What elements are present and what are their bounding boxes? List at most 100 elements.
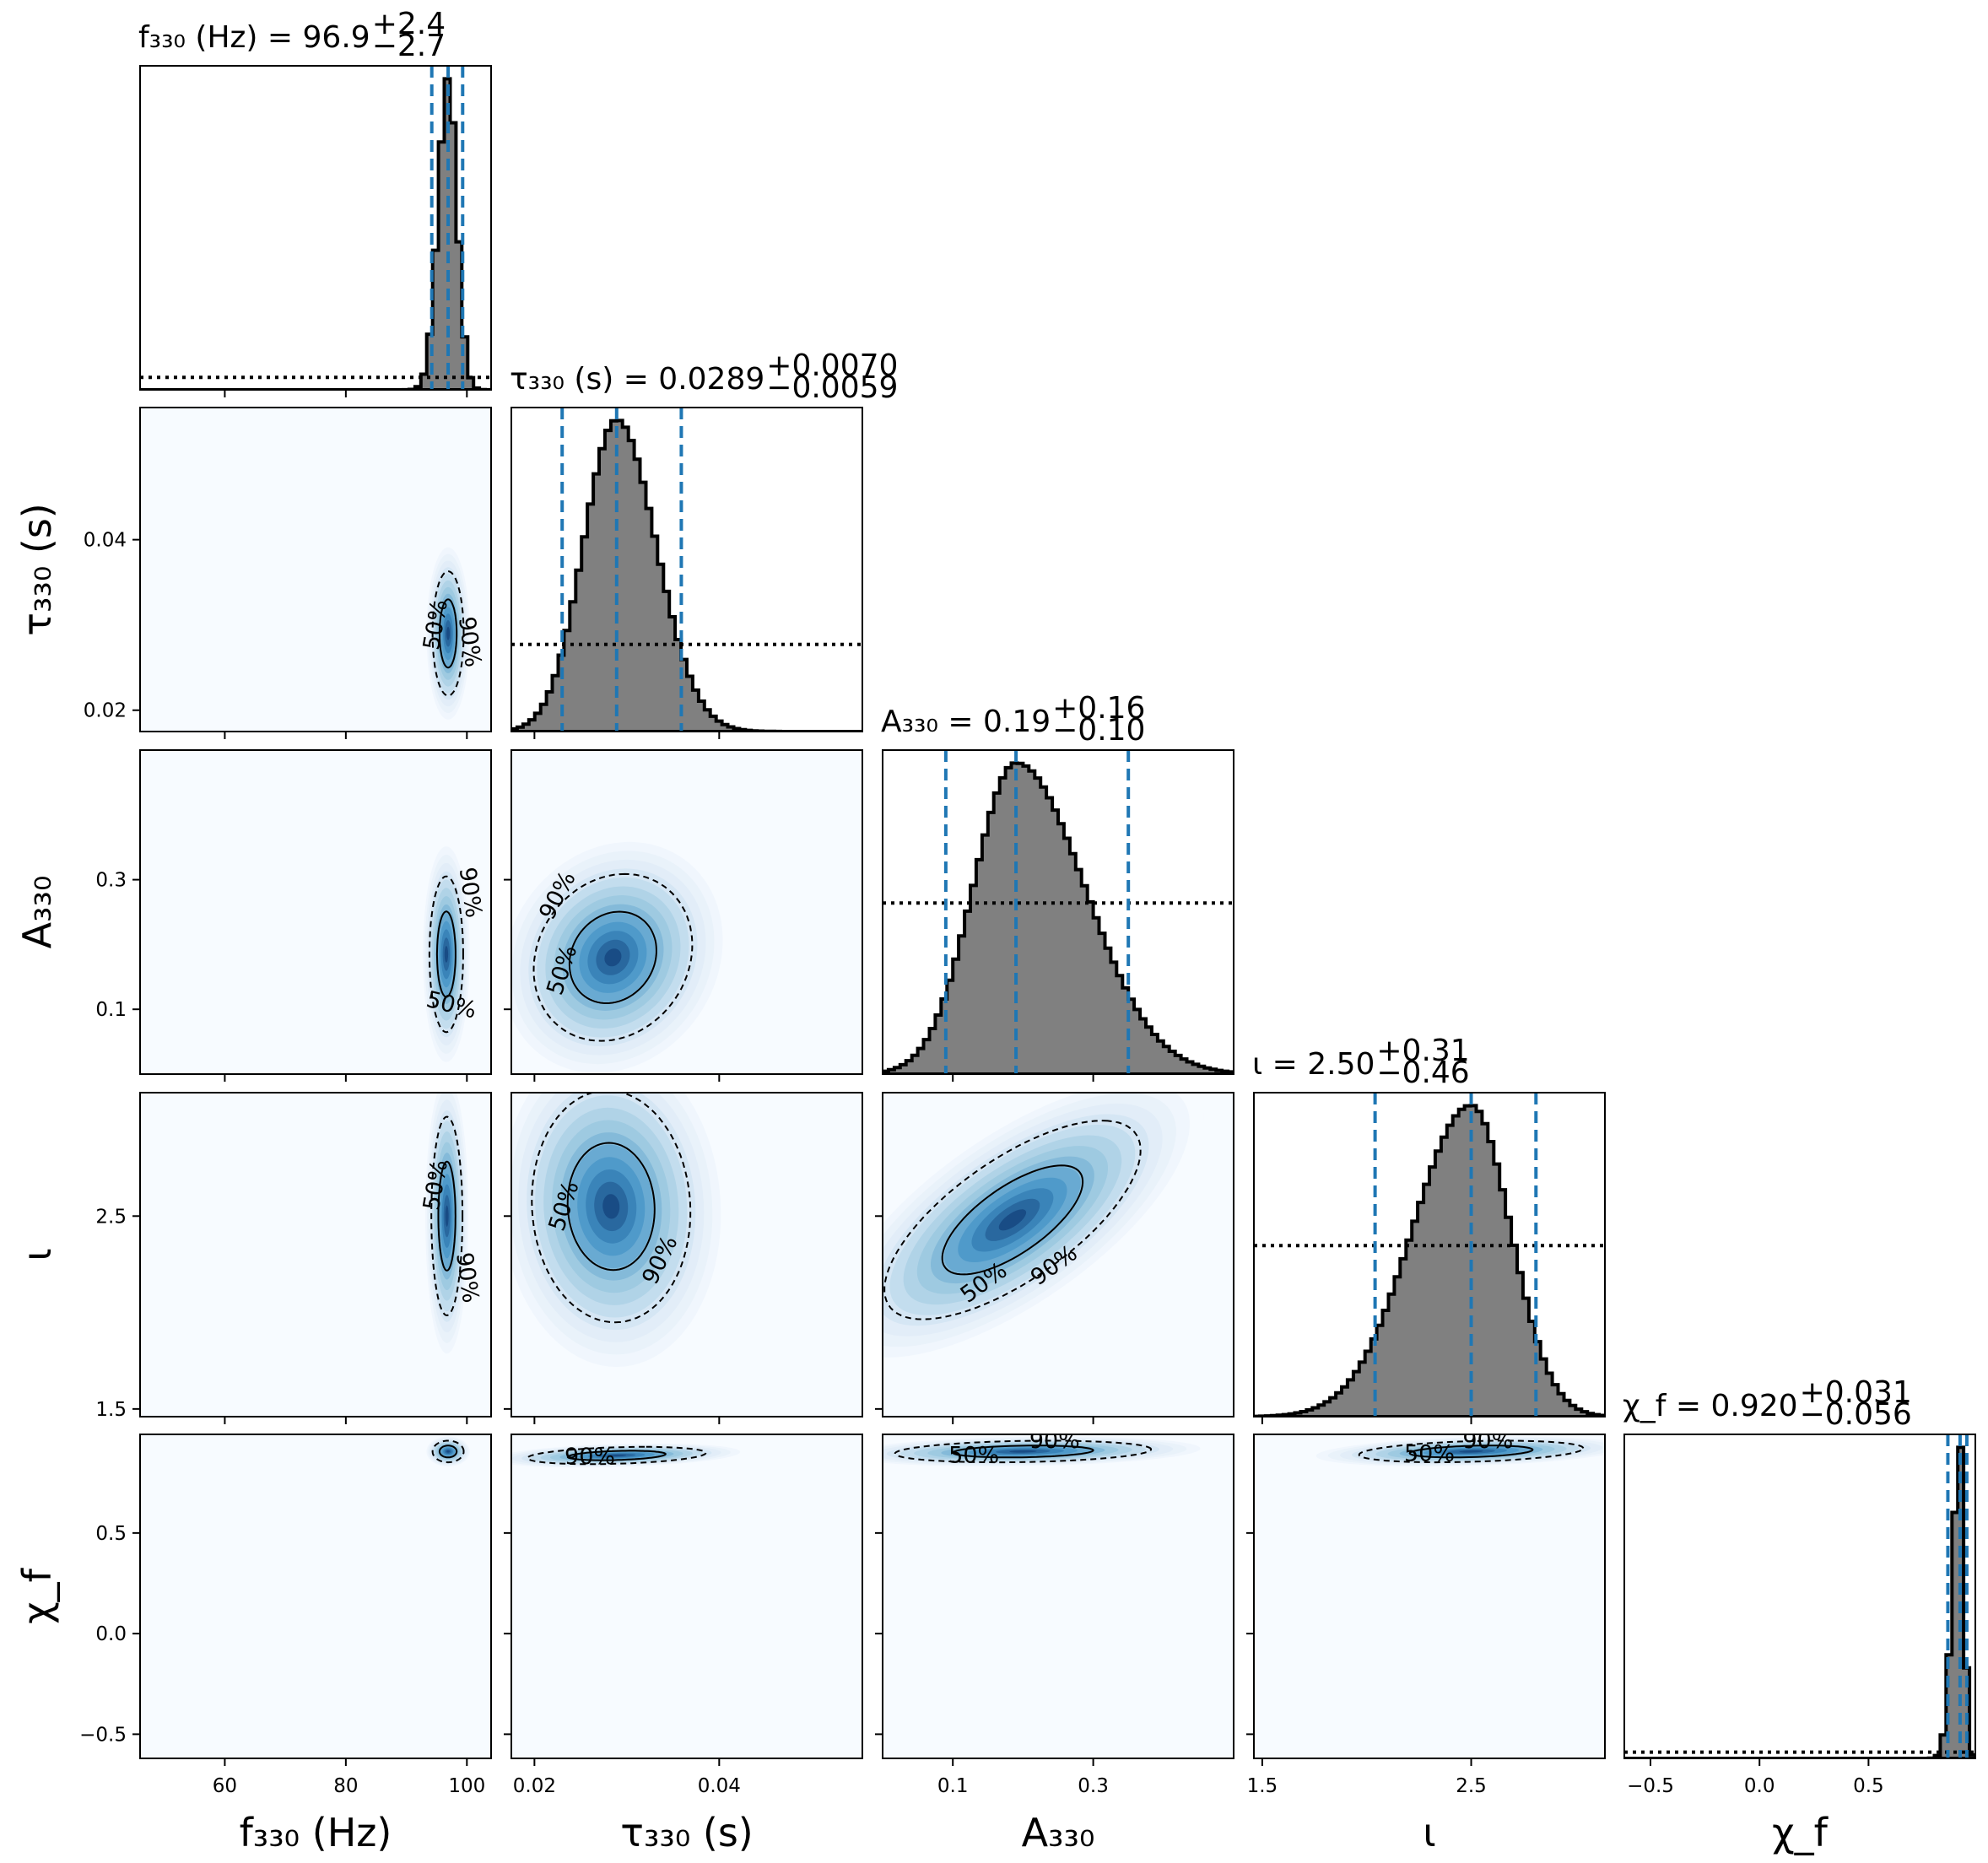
title-A330: A₃₃₀ = 0.19 [881,705,1051,739]
density-panel-iota-vs-A330: 50% 90% [883,1093,1234,1417]
contour-50-iota-f330 [437,1160,456,1272]
ylabel-iota: ι [14,1248,60,1261]
panel-frame-iota-f330 [139,1092,492,1418]
posterior-hist-f330 [140,77,491,390]
ytick-label-tau330-1: 0.04 [84,530,127,552]
density-panel-tau330-vs-f330: 50% 90% [140,408,491,732]
contour-label-chif-iota-0: 50% [1404,1440,1455,1466]
posterior-hist-A330 [883,761,1234,1074]
ytick-label-A330-0: 0.1 [95,999,127,1021]
ytick-label-tau330-0: 0.02 [84,700,127,722]
panel-frame-tau330-f330 [139,407,492,732]
posterior-hist-iota [1254,1104,1605,1417]
panel-frame-chif-iota [1253,1434,1606,1759]
title-minus-iota: −0.46 [1376,1056,1469,1090]
hist-panel-chif [1624,1434,1975,1758]
title-minus-f330: −2.7 [372,29,446,63]
contour-50-iota-tau330 [566,1142,656,1272]
ytick-label-chif-0: −0.5 [79,1724,127,1746]
density-panel-iota-vs-f330: 50%90% [140,1093,491,1417]
panel-frame-f330 [139,65,492,391]
ytick-label-iota-0: 1.5 [95,1399,127,1421]
xtick-label-tau330-0: 0.02 [513,1775,556,1797]
contour-label-chif-A330-0: 50% [948,1443,999,1469]
density-panel-iota-vs-tau330: 50%90% [511,1093,862,1417]
title-plus-f330: +2.4 [372,7,446,41]
contour-50-chif-iota [1408,1444,1534,1459]
contour-90-A330-tau330 [532,872,694,1042]
xlabel-iota: ι [1423,1810,1436,1855]
hist-panel-tau330 [511,408,862,732]
xtick-label-tau330-1: 0.04 [698,1775,741,1797]
hist-panel-iota [1254,1093,1605,1417]
density-panel-A330-vs-f330: 50%90% [140,750,491,1074]
xlabel-tau330: τ₃₃₀ (s) [620,1810,754,1855]
xtick-label-chif-2: 0.5 [1853,1775,1884,1797]
title-minus-A330: −0.10 [1052,713,1145,748]
title-plus-A330: +0.16 [1052,691,1145,726]
panel-frame-A330-tau330 [511,749,863,1075]
posterior-hist-chif [1624,1445,1975,1758]
density-panel-chif-vs-f330 [140,1434,491,1758]
title-plus-tau330: +0.0070 [766,348,898,383]
title-chif: χ_f = 0.920 [1623,1389,1798,1423]
panel-frame-chif-f330 [139,1434,492,1759]
contour-50-chif-tau330 [566,1450,667,1461]
ytick-label-chif-2: 0.5 [95,1523,127,1545]
contour-90-chif-iota [1358,1439,1585,1464]
density-panel-chif-vs-A330: 50% 90% [883,1428,1234,1758]
panel-frame-iota-A330 [882,1092,1234,1418]
ylabel-tau330: τ₃₃₀ (s) [14,503,60,636]
contour-label-chif-tau330-0: 90% [565,1444,615,1470]
contour-90-iota-tau330 [531,1093,692,1324]
contour-90-chif-f330 [431,1439,465,1464]
panel-frame-chif [1623,1434,1976,1759]
density-panel-A330-vs-tau330: 50%90% [511,750,862,1074]
contour-90-iota-A330 [883,1120,1142,1320]
title-plus-iota: +0.31 [1376,1034,1469,1068]
xlabel-chif: χ_f [1772,1810,1829,1855]
title-minus-tau330: −0.0059 [766,370,898,405]
panel-frame-tau330 [511,407,863,732]
title-plus-chif: +0.031 [1800,1375,1912,1410]
title-minus-chif: −0.056 [1800,1397,1912,1432]
title-f330: f₃₃₀ (Hz) = 96.9 [138,20,370,55]
panel-frame-chif-tau330 [511,1434,863,1759]
ylabel-A330: A₃₃₀ [14,876,60,949]
xtick-label-chif-1: 0.0 [1744,1775,1775,1797]
contour-label-chif-A330-1: 90% [1029,1428,1080,1454]
ytick-label-chif-1: 0.0 [95,1623,127,1645]
xlabel-A330: A₃₃₀ [1022,1810,1095,1855]
contour-90-tau330-f330 [431,570,465,697]
xlabel-f330: f₃₃₀ (Hz) [240,1810,392,1855]
panel-frame-iota-tau330 [511,1092,863,1418]
contour-label-chif-iota-1: 90% [1462,1428,1513,1454]
panel-frame-chif-A330 [882,1434,1234,1759]
hist-panel-A330 [883,750,1234,1074]
ylabel-chif: χ_f [14,1567,60,1624]
panel-frame-A330 [882,749,1234,1075]
density-panel-chif-vs-iota: 50% 90% [1254,1428,1605,1758]
contour-50-A330-f330 [435,910,456,998]
contour-50-iota-A330 [941,1164,1084,1276]
contour-50-tau330-f330 [438,598,458,669]
posterior-hist-tau330 [511,418,862,732]
xtick-label-f330-0: 60 [213,1775,237,1797]
xtick-label-f330-2: 100 [448,1775,485,1797]
xtick-label-chif-0: −0.5 [1627,1775,1674,1797]
contour-90-iota-f330 [430,1115,464,1316]
contour-50-A330-tau330 [568,910,657,1005]
contour-50-chif-A330 [952,1444,1094,1459]
hist-panel-f330 [140,66,491,390]
xtick-label-A330-1: 0.3 [1078,1775,1109,1797]
title-iota: ι = 2.50 [1252,1047,1375,1082]
xtick-label-iota-1: 2.5 [1456,1775,1487,1797]
xtick-label-iota-0: 1.5 [1247,1775,1278,1797]
xtick-label-f330-1: 80 [333,1775,358,1797]
contour-50-chif-f330 [438,1444,458,1459]
panel-frame-A330-f330 [139,749,492,1075]
xtick-label-A330-0: 0.1 [937,1775,969,1797]
ytick-label-iota-1: 2.5 [95,1206,127,1228]
ytick-label-A330-1: 0.3 [95,870,127,892]
